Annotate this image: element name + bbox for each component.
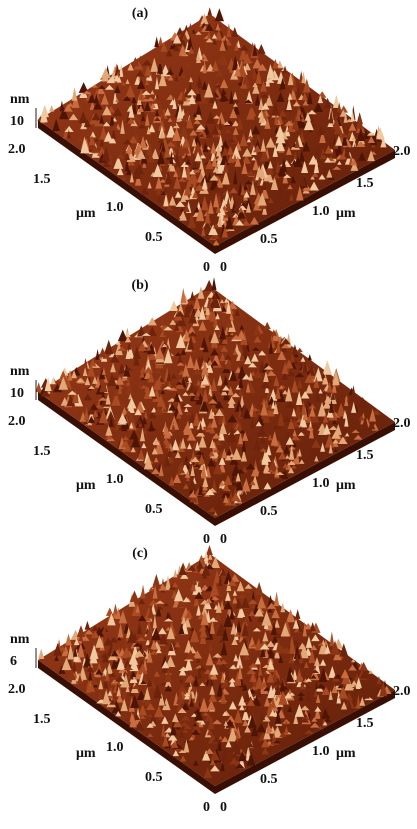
right-tick: 0 <box>220 260 227 275</box>
right-tick: 0.5 <box>260 232 278 247</box>
right-tick: 0 <box>220 532 227 547</box>
left-tick: 0.5 <box>145 502 163 517</box>
surface-peak <box>322 360 332 374</box>
left-tick: 0 <box>203 260 210 275</box>
right-tick: 2.0 <box>393 144 411 159</box>
right-tick: 1.0 <box>312 476 330 491</box>
left-tick: 1.0 <box>106 200 124 215</box>
surface-peak <box>295 609 300 619</box>
z-unit: nm <box>10 364 30 379</box>
surface-peak <box>38 649 44 659</box>
left-unit: μm <box>76 206 96 221</box>
left-tick: 1.0 <box>106 472 124 487</box>
right-tick: 0.5 <box>260 772 278 787</box>
right-tick: 1.0 <box>312 744 330 759</box>
right-unit: μm <box>336 206 356 221</box>
surface-peak <box>264 322 271 329</box>
right-tick: 0.5 <box>260 504 278 519</box>
left-tick: 0.5 <box>145 770 163 785</box>
surface-peak <box>95 349 99 360</box>
surface-peak <box>36 382 42 392</box>
left-tick: 0 <box>203 800 210 815</box>
left-tick: 0.5 <box>145 230 163 245</box>
surface-peak <box>329 631 334 646</box>
panel-label: (c) <box>132 546 148 561</box>
left-unit: μm <box>76 478 96 493</box>
left-tick: 1.5 <box>33 712 51 727</box>
surface-peak <box>173 569 177 577</box>
surface-peak <box>308 354 312 360</box>
surface-peak <box>106 608 114 616</box>
left-tick: 1.0 <box>106 740 124 755</box>
surface-peak <box>215 8 224 21</box>
left-tick: 2.0 <box>8 142 26 157</box>
right-tick: 0 <box>220 800 227 815</box>
panel: (a) nm 10 2.0 1.5 1.0 0.5 0 μm 0 0.5 1.0 1.5 2.0 μm <box>8 6 411 275</box>
surface-peak <box>152 574 161 588</box>
panel: (c) nm 6 2.0 1.5 1.0 0.5 0 μm 0 0.5 1.0 1.5 2.0 μm <box>8 545 411 815</box>
panel: (b) nm 10 2.0 1.5 1.0 0.5 0 μm 0 0.5 1.0 1.5 2.0 μm <box>8 277 411 547</box>
left-tick: 1.5 <box>33 444 51 459</box>
surface-peak <box>257 44 265 54</box>
right-unit: μm <box>336 746 356 761</box>
z-unit: nm <box>10 92 30 107</box>
left-tick: 2.0 <box>8 414 26 429</box>
z-tick: 10 <box>10 386 24 401</box>
left-tick: 2.0 <box>8 682 26 697</box>
surface-peak <box>207 7 212 15</box>
right-tick: 2.0 <box>393 684 411 699</box>
z-tick: 10 <box>10 114 24 129</box>
figure: (a)nm102.01.51.00.50μm00.51.01.52.0μm(b)… <box>0 0 417 829</box>
panel-label: (b) <box>131 278 148 293</box>
surface-peak <box>65 634 72 646</box>
surface-peak <box>72 87 78 101</box>
surface-peak <box>154 37 159 48</box>
surface-peak <box>130 590 139 601</box>
surface-peak <box>49 105 54 111</box>
left-tick: 1.5 <box>33 172 51 187</box>
right-tick: 1.5 <box>356 716 374 731</box>
z-unit: nm <box>10 632 30 647</box>
surface-peak <box>274 592 279 607</box>
surface-peak <box>297 348 303 352</box>
right-tick: 1.5 <box>356 176 374 191</box>
surface-peak <box>176 27 183 34</box>
right-tick: 1.5 <box>356 448 374 463</box>
surface-peak <box>85 621 91 630</box>
left-tick: 0 <box>203 532 210 547</box>
panel-label: (a) <box>132 6 149 21</box>
surface-peak <box>158 37 163 45</box>
surface-peak <box>170 301 179 311</box>
right-tick: 1.0 <box>312 204 330 219</box>
surface-peak <box>141 585 146 599</box>
surface-peak <box>212 277 217 290</box>
right-tick: 2.0 <box>393 416 411 431</box>
left-unit: μm <box>76 746 96 761</box>
right-unit: μm <box>336 478 356 493</box>
z-tick: 6 <box>10 654 17 669</box>
